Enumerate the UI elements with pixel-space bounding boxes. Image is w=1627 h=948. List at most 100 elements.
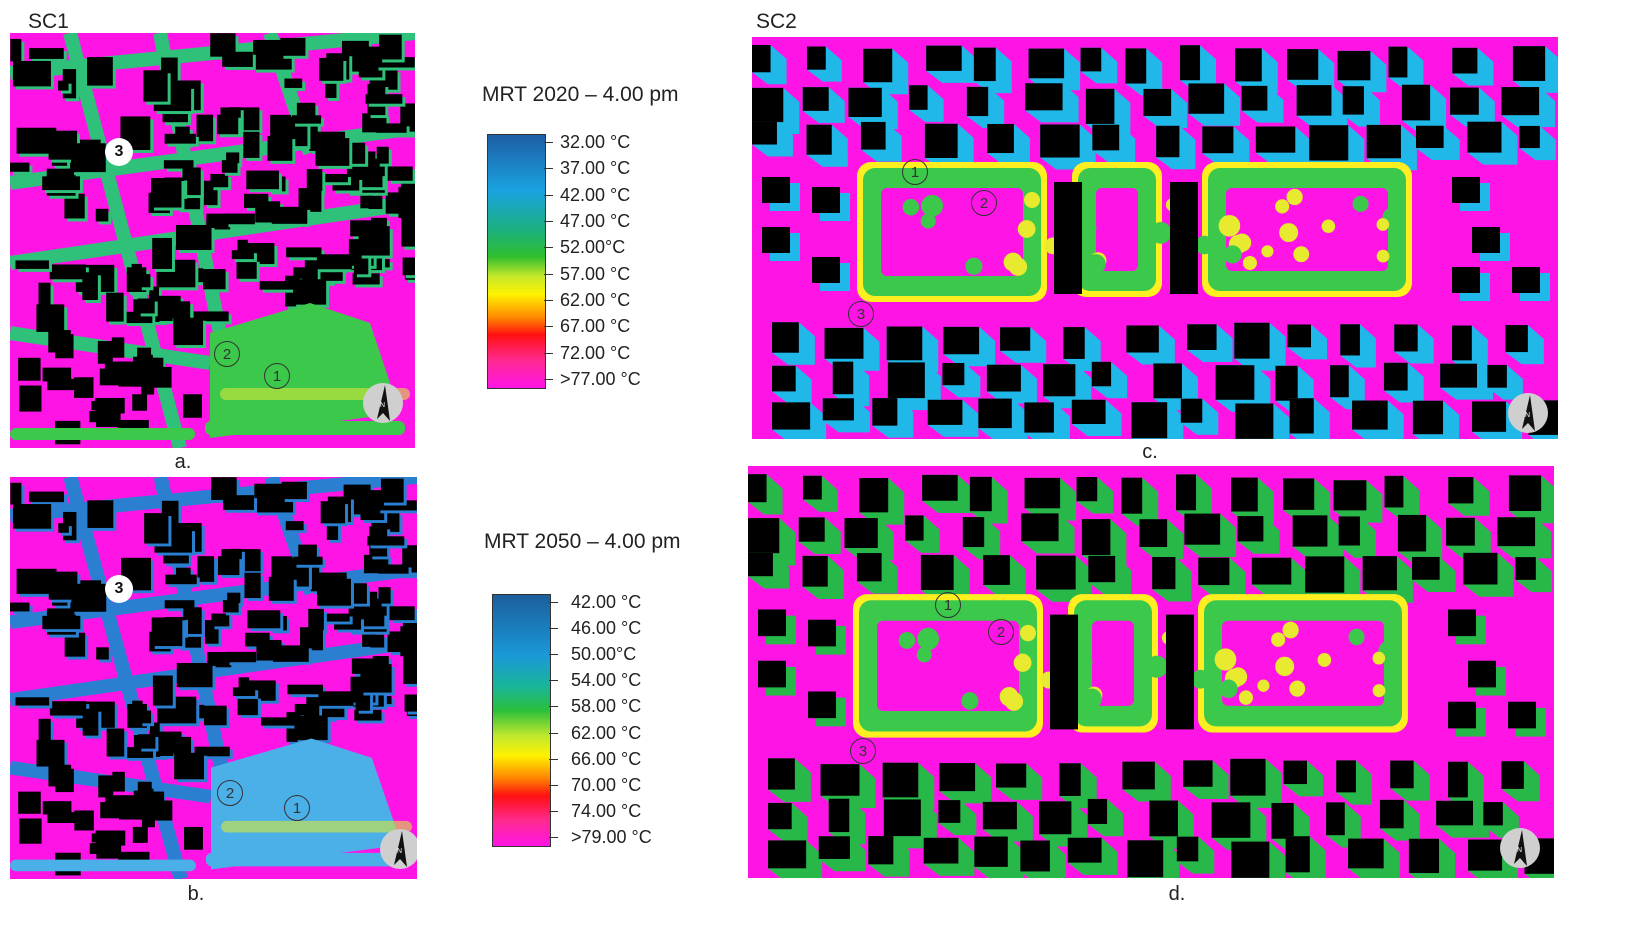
building (1384, 475, 1404, 508)
scenario-label-sc1: SC1 (28, 10, 69, 33)
tree-row (10, 428, 195, 440)
building (380, 478, 404, 503)
building (812, 187, 840, 213)
building (818, 836, 850, 859)
building (1152, 557, 1176, 590)
building (87, 500, 114, 528)
building (752, 121, 777, 145)
building (1139, 519, 1168, 547)
building (762, 227, 790, 253)
map-sc1-2020-svg (10, 33, 415, 448)
building (358, 46, 383, 78)
building (806, 46, 826, 70)
building (378, 564, 409, 574)
building (273, 645, 309, 662)
tree-canopy (965, 257, 983, 275)
building (1450, 87, 1479, 115)
building (124, 747, 154, 758)
legend-tick-label: 52.00°C (560, 237, 626, 258)
building (360, 490, 385, 521)
building (47, 378, 75, 391)
building (1166, 614, 1194, 730)
building (299, 627, 323, 651)
building (883, 799, 921, 837)
building (48, 764, 72, 787)
svg-text:N: N (397, 848, 402, 855)
building (806, 124, 832, 155)
building (10, 162, 30, 172)
building (319, 173, 348, 183)
building (223, 495, 255, 510)
building (986, 364, 1021, 392)
building (822, 398, 854, 421)
building (1085, 88, 1115, 124)
building (1054, 182, 1082, 294)
building (1251, 557, 1292, 585)
tree-canopy (1286, 188, 1303, 206)
building (1275, 365, 1298, 401)
building (939, 763, 976, 792)
svg-text:N: N (380, 402, 385, 409)
building (367, 536, 405, 546)
building (143, 70, 168, 102)
building (105, 795, 131, 807)
building (306, 169, 323, 192)
building (1043, 364, 1076, 397)
color-scale-bar-2020 (487, 134, 546, 389)
building (151, 178, 182, 208)
building (225, 213, 255, 225)
building (1326, 802, 1345, 836)
tree-canopy (1317, 652, 1332, 667)
tree-canopy (1282, 621, 1299, 639)
park-area (210, 303, 400, 438)
building (1188, 83, 1225, 114)
building (71, 143, 106, 173)
tree-canopy (1261, 245, 1274, 258)
building (1336, 760, 1356, 793)
marker-1: 1 (902, 159, 928, 185)
building (1292, 515, 1328, 547)
building (1215, 365, 1255, 400)
building (58, 523, 69, 533)
map-sc2-2020-svg (752, 45, 1558, 439)
tree-canopy (1017, 220, 1036, 238)
legend-tick-label: 58.00 °C (571, 696, 642, 717)
tree-canopy (1008, 257, 1028, 276)
building (298, 188, 322, 212)
color-scale-bar-2050 (492, 594, 551, 847)
building (978, 398, 1012, 429)
legend-tick-label: 72.00 °C (560, 342, 631, 363)
building (1512, 267, 1540, 293)
building (1366, 124, 1401, 159)
tree-canopy (1352, 195, 1369, 212)
legend-tick-label: 62.00 °C (571, 722, 642, 743)
tree-row (220, 388, 410, 400)
building (42, 176, 80, 191)
building (194, 746, 230, 757)
building (1383, 362, 1408, 391)
building (1468, 839, 1503, 871)
legend-tick-label: 70.00 °C (571, 774, 642, 795)
building (1176, 474, 1197, 511)
building (1330, 365, 1349, 398)
building (1379, 799, 1404, 829)
tree-canopy (1293, 246, 1310, 263)
caption-c: c. (1142, 441, 1158, 463)
tree-canopy (1242, 255, 1257, 271)
building (96, 840, 122, 859)
building (10, 38, 22, 62)
building (872, 398, 898, 426)
caption-d: d. (1168, 883, 1186, 905)
building (221, 160, 238, 173)
building (860, 121, 886, 150)
building (360, 664, 392, 693)
building (211, 477, 237, 500)
building (138, 734, 156, 749)
building (315, 138, 350, 166)
building (401, 213, 415, 247)
building (210, 173, 229, 188)
building (1342, 86, 1364, 115)
building (1515, 557, 1536, 580)
building (1255, 126, 1296, 153)
building (1505, 325, 1528, 353)
